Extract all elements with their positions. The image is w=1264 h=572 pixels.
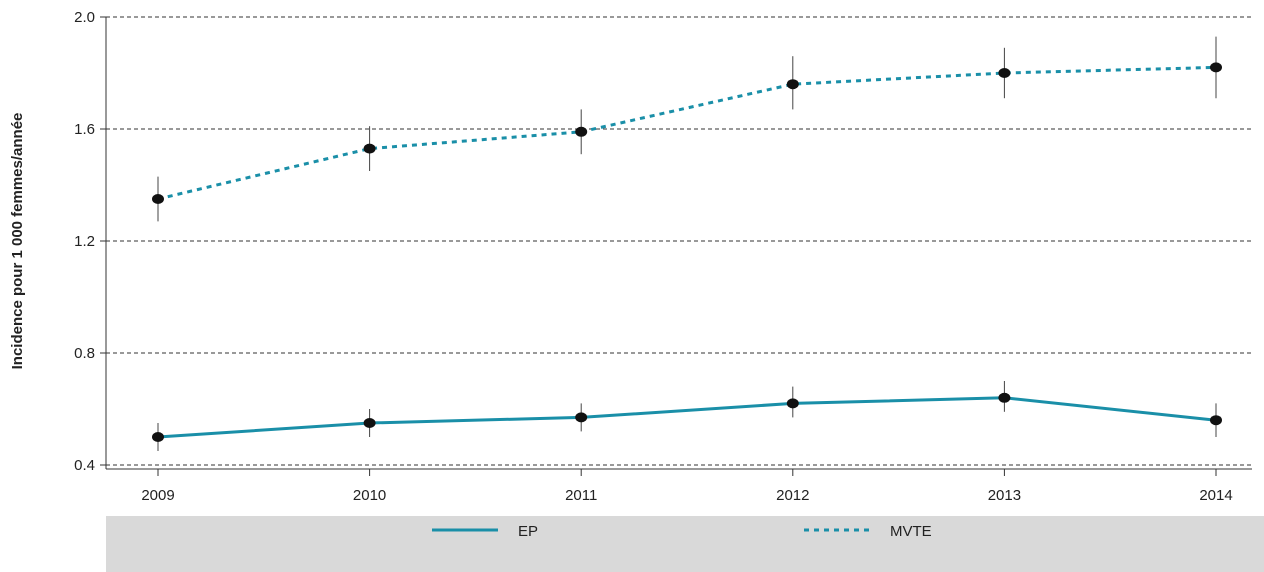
point-ep-2009 [152,432,164,442]
x-tick-labels: 2009 2010 2011 2012 2013 2014 [141,487,1232,504]
legend-label-mvte: MVTE [890,523,932,540]
point-mvte-2011 [575,126,588,137]
legend-background [106,516,1264,572]
point-ep-2013 [998,392,1011,403]
point-mvte-2012 [786,79,799,90]
point-mvte-2009 [152,194,164,204]
series-line-ep [157,396,1217,439]
point-ep-2014 [1210,415,1222,426]
point-mvte-2010 [363,143,376,154]
axes [100,16,1252,476]
point-mvte-2014 [1210,62,1222,73]
y-tick-label-0: 0.4 [74,457,95,474]
series-lines [157,65,1217,439]
y-tick-label-1: 0.8 [74,345,95,362]
point-ep-2012 [786,398,799,409]
series-line-mvte [157,65,1217,201]
legend: EP MVTE [106,516,1264,572]
x-tick-label-2009: 2009 [141,487,174,504]
x-tick-label-2012: 2012 [776,487,809,504]
point-ep-2010 [363,418,376,428]
grid-lines [106,16,1252,466]
y-tick-label-2: 1.2 [74,233,95,250]
y-axis-label: Incidence pour 1 000 femmes/année [9,113,26,370]
x-tick-label-2013: 2013 [988,487,1021,504]
x-tick-label-2010: 2010 [353,487,386,504]
y-tick-label-4: 2.0 [74,9,95,26]
point-ep-2011 [575,412,588,423]
error-bars [157,36,1217,451]
y-tick-labels: 0.4 0.8 1.2 1.6 2.0 [74,9,95,474]
legend-label-ep: EP [518,523,538,540]
x-tick-label-2014: 2014 [1199,487,1232,504]
x-tick-label-2011: 2011 [565,487,597,504]
y-tick-label-3: 1.6 [74,121,95,138]
data-points [152,62,1222,442]
point-mvte-2013 [998,68,1011,78]
